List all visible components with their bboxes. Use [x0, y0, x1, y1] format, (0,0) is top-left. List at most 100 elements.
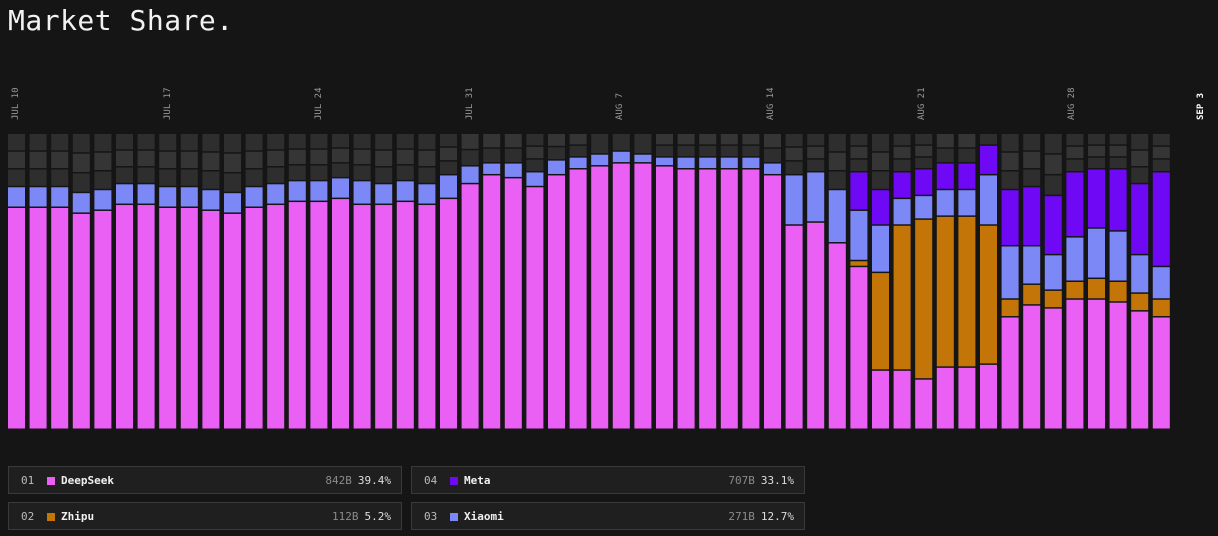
legend-percent: 5.2% [364, 510, 392, 523]
bar-segment-other [51, 134, 69, 151]
bar-segment-other [375, 167, 393, 183]
bar-segment-other [699, 134, 717, 145]
bar-segment-xiaomi [1001, 246, 1019, 299]
bar-segment-xiaomi [288, 181, 306, 201]
bar-segment-xiaomi [958, 190, 976, 216]
legend-card-zhipu[interactable]: 02 Zhipu 112B 5.2% [8, 502, 402, 530]
bar-segment-other [850, 146, 868, 159]
bar-segment-other [202, 134, 220, 152]
bar-segment-other [332, 148, 349, 163]
bar-segment-other [116, 167, 133, 183]
bar-segment-other [504, 148, 522, 163]
bar-segment-other [872, 152, 889, 170]
legend-swatch [450, 513, 458, 521]
legend-name: Meta [464, 474, 491, 487]
legend-swatch [450, 477, 458, 485]
bar-segment-zhipu [850, 261, 868, 266]
bar-segment-deepseek [137, 205, 155, 429]
bar-segment-xiaomi [591, 154, 609, 166]
bar-segment-xiaomi [612, 151, 630, 163]
bar-segment-other [893, 159, 911, 171]
bar-segment-other [180, 151, 198, 169]
bar-segment-deepseek [612, 163, 630, 429]
legend-card-xiaomi[interactable]: 03 Xiaomi 271B 12.7% [411, 502, 805, 530]
bar-segment-other [159, 169, 177, 186]
bar-segment-meta [872, 190, 889, 225]
bar-segment-other [807, 134, 825, 146]
x-tick-label: JUL 10 [11, 87, 21, 120]
bar-segment-other [418, 167, 436, 183]
bar-segment-other [267, 150, 285, 167]
bar-segment-deepseek [828, 243, 846, 429]
legend-card-deepseek[interactable]: 01 DeepSeek 842B 39.4% [8, 466, 402, 494]
bar-segment-other [1131, 167, 1149, 183]
bar-segment-meta [1088, 169, 1105, 228]
bar-segment-other [137, 150, 155, 167]
bar-segment-deepseek [1131, 311, 1149, 429]
bar-segment-other [526, 159, 544, 171]
bar-segment-other [180, 169, 198, 186]
bar-segment-deepseek [634, 163, 652, 429]
bar-segment-other [116, 134, 133, 150]
bar-segment-xiaomi [310, 181, 328, 201]
bar-segment-deepseek [94, 210, 112, 429]
bar-segment-zhipu [893, 225, 911, 370]
bar-segment-xiaomi [807, 172, 825, 222]
bar-segment-other [418, 150, 436, 167]
bar-segment-other [634, 134, 652, 154]
bar-segment-xiaomi [893, 199, 911, 225]
bar-segment-deepseek [159, 208, 177, 429]
bar-segment-other [677, 134, 695, 145]
bar-segment-xiaomi [936, 190, 954, 216]
bar-segment-xiaomi [159, 187, 177, 207]
bar-segment-xiaomi [526, 172, 544, 186]
bar-segment-other [850, 134, 868, 146]
bar-segment-meta [1023, 187, 1041, 245]
bar-segment-xiaomi [569, 157, 587, 169]
bar-segment-other [569, 145, 587, 157]
bar-segment-deepseek [440, 199, 457, 429]
bar-segment-deepseek [1066, 299, 1084, 429]
bar-segment-other [980, 134, 997, 145]
bar-segment-zhipu [1066, 282, 1084, 299]
bar-segment-deepseek [569, 169, 587, 429]
bar-segment-other [202, 171, 220, 189]
bar-segment-xiaomi [980, 175, 997, 225]
bar-segment-other [548, 134, 565, 146]
bar-segment-other [29, 169, 47, 186]
bar-segment-xiaomi [418, 184, 436, 204]
bar-segment-other [396, 165, 414, 180]
bar-segment-deepseek [742, 169, 760, 429]
bar-segment-other [224, 134, 241, 153]
bar-segment-other [29, 134, 47, 151]
bar-segment-other [742, 145, 760, 157]
bar-segment-deepseek [807, 222, 825, 429]
bar-segment-xiaomi [1131, 255, 1149, 293]
bar-segment-xiaomi [828, 190, 846, 243]
bar-segment-other [375, 150, 393, 167]
bar-segment-xiaomi [677, 157, 695, 169]
bar-segment-other [915, 134, 933, 145]
bar-segment-other [1109, 145, 1127, 157]
bar-segment-zhipu [1131, 293, 1149, 311]
bar-segment-other [958, 148, 976, 163]
bar-segment-xiaomi [1109, 231, 1127, 281]
bar-segment-other [764, 134, 781, 148]
bar-segment-deepseek [958, 367, 976, 429]
bar-segment-xiaomi [440, 175, 457, 198]
bar-segment-other [51, 151, 69, 169]
bar-segment-meta [893, 172, 911, 198]
bar-segment-other [332, 134, 349, 148]
bar-segment-other [245, 151, 263, 169]
bar-segment-other [8, 134, 25, 151]
bar-segment-deepseek [1088, 299, 1105, 429]
bar-segment-other [159, 134, 177, 151]
bar-segment-xiaomi [137, 184, 155, 204]
bar-segment-other [8, 151, 25, 169]
x-tick-label: JUL 17 [163, 87, 173, 120]
bar-segment-other [548, 147, 565, 160]
bar-segment-zhipu [1001, 299, 1019, 317]
bar-segment-xiaomi [634, 154, 652, 163]
legend-card-meta[interactable]: 04 Meta 707B 33.1% [411, 466, 805, 494]
bar-segment-xiaomi [548, 160, 565, 174]
